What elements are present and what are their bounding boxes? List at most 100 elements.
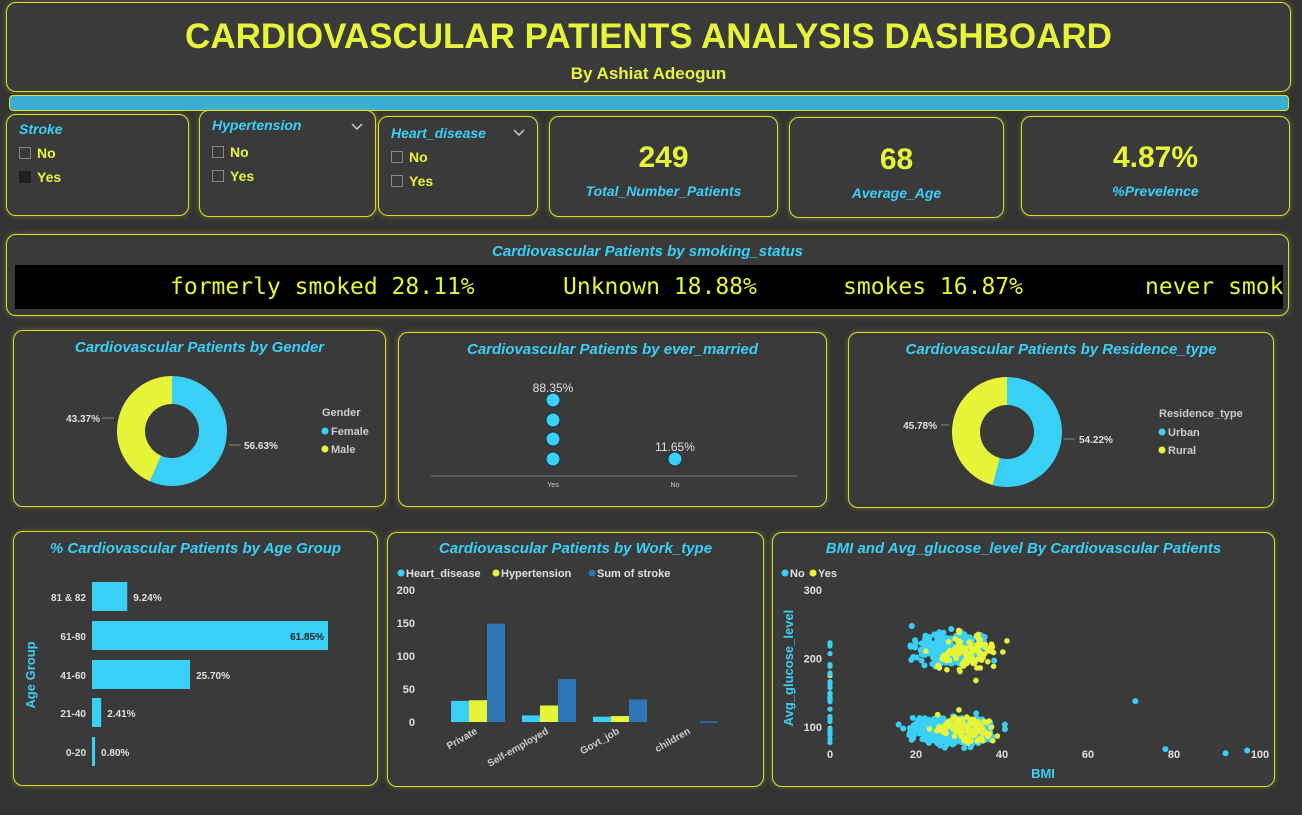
work-type-chart-card: Cardiovascular Patients by Work_type Hea… <box>387 532 764 787</box>
y-tick-label: 200 <box>804 654 822 666</box>
scatter-point <box>827 643 833 649</box>
checkbox[interactable] <box>19 147 31 159</box>
scatter-point <box>980 738 986 744</box>
scatter-point <box>958 733 964 739</box>
legend-marker <box>492 569 500 577</box>
heart-disease-option-yes[interactable]: Yes <box>391 173 433 189</box>
scatter-point <box>968 642 974 648</box>
y-tick-label: 150 <box>397 618 415 630</box>
chevron-down-icon[interactable] <box>513 129 525 137</box>
x-tick-label: 40 <box>996 749 1008 761</box>
scatter-point <box>988 724 994 731</box>
hypertension-slicer[interactable]: Hypertension No Yes <box>199 110 376 217</box>
stroke-slicer[interactable]: Stroke No Yes <box>6 114 189 216</box>
data-point-yes <box>545 431 561 447</box>
checkbox[interactable] <box>212 146 224 158</box>
heart-disease-option-no[interactable]: No <box>391 149 428 165</box>
hypertension-option-yes[interactable]: Yes <box>212 168 254 184</box>
checkbox[interactable] <box>391 175 403 187</box>
x-tick-label: Govt_job <box>578 726 621 757</box>
chart-title: Cardiovascular Patients by Residence_typ… <box>905 341 1217 358</box>
legend-item: No <box>790 568 805 580</box>
scatter-point <box>963 714 970 720</box>
scatter-point <box>1222 750 1229 757</box>
data-label: 0.80% <box>101 748 129 759</box>
chevron-down-icon[interactable] <box>351 123 363 131</box>
scatter-point <box>827 715 833 721</box>
scatter-point <box>895 721 902 728</box>
legend-item: Male <box>331 444 355 456</box>
legend-marker <box>321 427 329 435</box>
age-group-chart-card: % Cardiovascular Patients by Age Group A… <box>13 531 378 786</box>
scatter-point <box>925 739 932 746</box>
legend-marker <box>588 569 596 577</box>
age-group-bar-chart: Age Group 81 & 82 9.24% 61-80 61.85% 41-60 25.… <box>23 582 328 766</box>
scatter-point <box>1162 746 1169 753</box>
scatter-point <box>945 723 952 730</box>
donut-slice-rural <box>952 377 1007 486</box>
scatter-point <box>827 695 833 701</box>
donut-slice-urban <box>992 377 1062 487</box>
work-type-bar-chart: Heart_disease Hypertension Sum of stroke 0 5… <box>397 568 718 770</box>
checkbox[interactable] <box>19 171 31 183</box>
bar-sum-of-stroke <box>558 679 576 722</box>
legend-item: Female <box>331 426 369 438</box>
scatter-point <box>930 715 937 722</box>
heart-disease-slicer[interactable]: Heart_disease No Yes <box>378 116 538 216</box>
scatter-point <box>973 677 979 684</box>
scatter-point <box>944 666 950 673</box>
bar-heart_disease <box>593 716 611 722</box>
legend-item: Sum of stroke <box>597 568 670 580</box>
data-point-no <box>667 451 683 467</box>
legend-marker <box>809 569 817 577</box>
page-subtitle: By Ashiat Adeogun <box>570 64 727 83</box>
scatter-point <box>933 727 940 734</box>
legend-title: Gender <box>322 407 361 419</box>
scatter-point <box>974 738 981 744</box>
stroke-option-yes[interactable]: Yes <box>19 169 61 185</box>
stroke-option-no[interactable]: No <box>19 145 56 161</box>
page-title: CARDIOVASCULAR PATIENTS ANALYSIS DASHBOA… <box>185 17 1112 56</box>
x-tick-label: No <box>671 482 680 489</box>
donut-slice-female <box>149 376 228 486</box>
x-axis-title: BMI <box>1031 766 1055 781</box>
bar-41-60 <box>92 660 191 689</box>
bar-heart_disease <box>451 700 469 722</box>
x-tick-label: 100 <box>1251 749 1269 761</box>
smoking-status-title: Cardiovascular Patients by smoking_statu… <box>492 243 803 260</box>
scatter-point <box>934 646 941 653</box>
x-tick-label: Private <box>445 726 480 752</box>
y-tick-label: 81 & 82 <box>51 593 86 604</box>
scatter-point <box>978 657 985 663</box>
hypertension-slicer-title: Hypertension <box>212 117 302 133</box>
scatter-point <box>957 638 964 645</box>
bar-hypertension <box>611 716 629 722</box>
y-axis-title: Age Group <box>23 641 38 708</box>
scatter-point <box>973 710 980 717</box>
scatter-point <box>939 656 945 662</box>
y-tick-label: 200 <box>397 585 415 597</box>
ticker-item: formerly smoked 28.11% <box>170 274 475 300</box>
scatter-point <box>900 725 907 732</box>
data-point-yes <box>545 451 561 467</box>
scatter-point <box>963 652 970 658</box>
y-tick-label: 100 <box>804 722 822 734</box>
x-tick-label: children <box>653 726 692 755</box>
scatter-point <box>926 726 933 732</box>
residence-donut-chart: 54.22% 45.78% Residence_type Urban Rural <box>903 377 1243 487</box>
scatter-point <box>948 625 955 632</box>
data-label: 11.65% <box>655 440 695 454</box>
scatter-point <box>929 660 936 667</box>
scatter-point <box>979 725 986 731</box>
scatter-point <box>989 737 996 744</box>
bar-0-20 <box>92 737 96 766</box>
checkbox[interactable] <box>212 170 224 182</box>
legend-item: Rural <box>1168 445 1196 457</box>
scatter-point <box>937 633 944 640</box>
scatter-point <box>827 670 833 676</box>
checkbox[interactable] <box>391 151 403 163</box>
x-tick-label: 20 <box>910 749 922 761</box>
hypertension-option-no[interactable]: No <box>212 144 249 160</box>
scatter-point <box>953 655 960 662</box>
data-point-yes <box>545 392 561 408</box>
